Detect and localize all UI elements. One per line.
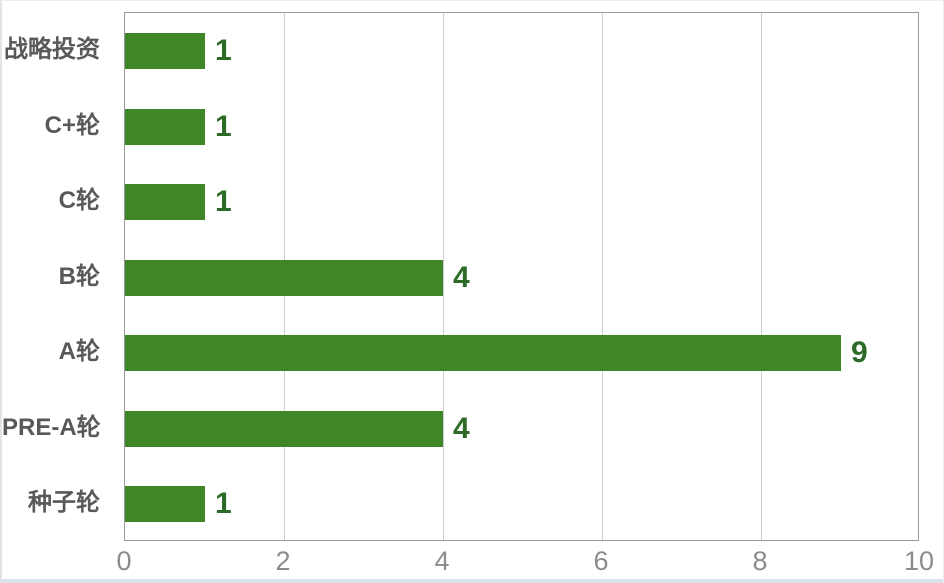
bar-A轮 [125, 334, 841, 371]
bar-row: 4 [125, 240, 918, 316]
value-label: 9 [851, 335, 868, 369]
value-label: 4 [453, 411, 470, 445]
gridline-x-8 [761, 13, 762, 540]
y-axis-category-labels: 战略投资 C+轮 C轮 B轮 A轮 PRE-A轮种子轮 [2, 12, 112, 541]
x-axis-tick-labels: 0 2 4 6 8 10 [116, 546, 934, 580]
bar-C+轮 [125, 108, 205, 145]
bar-种子轮 [125, 485, 205, 522]
bar-C轮 [125, 183, 205, 220]
gridline-x-6 [602, 13, 603, 540]
category-label-战略投资: 战略投资 [4, 36, 100, 63]
x-tick-label-0: 0 [116, 546, 132, 576]
value-label: 1 [215, 109, 232, 143]
bar-B轮 [125, 259, 443, 296]
x-tick-label-2: 2 [275, 546, 291, 576]
value-label: 1 [215, 33, 232, 67]
x-tick-label-10: 10 [903, 546, 935, 576]
x-tick-label-4: 4 [434, 546, 450, 576]
bar-row: 9 [125, 315, 918, 391]
value-label: 1 [215, 184, 232, 218]
x-tick-label-6: 6 [593, 546, 609, 576]
bar-row: 1 [125, 89, 918, 165]
category-label-A轮: A轮 [58, 338, 100, 365]
x-tick-label-8: 8 [752, 546, 768, 576]
bar-row: 4 [125, 391, 918, 467]
category-label-PRE-A轮: PRE-A轮 [2, 414, 101, 441]
bar-row: 1 [125, 13, 918, 89]
bar-PRE-A轮 [125, 410, 443, 447]
bar-row: 1 [125, 466, 918, 542]
category-label-B轮: B轮 [58, 263, 100, 290]
value-label: 1 [215, 486, 232, 520]
gridline-x-4 [443, 13, 444, 540]
value-label: 4 [453, 260, 470, 294]
category-label-C轮: C轮 [58, 187, 100, 214]
bar-战略投资 [125, 32, 205, 69]
category-label-C+轮: C+轮 [44, 112, 100, 139]
bottom-edge-divider [2, 579, 943, 583]
category-label-种子轮: 种子轮 [28, 489, 100, 516]
bar-row: 1 [125, 164, 918, 240]
